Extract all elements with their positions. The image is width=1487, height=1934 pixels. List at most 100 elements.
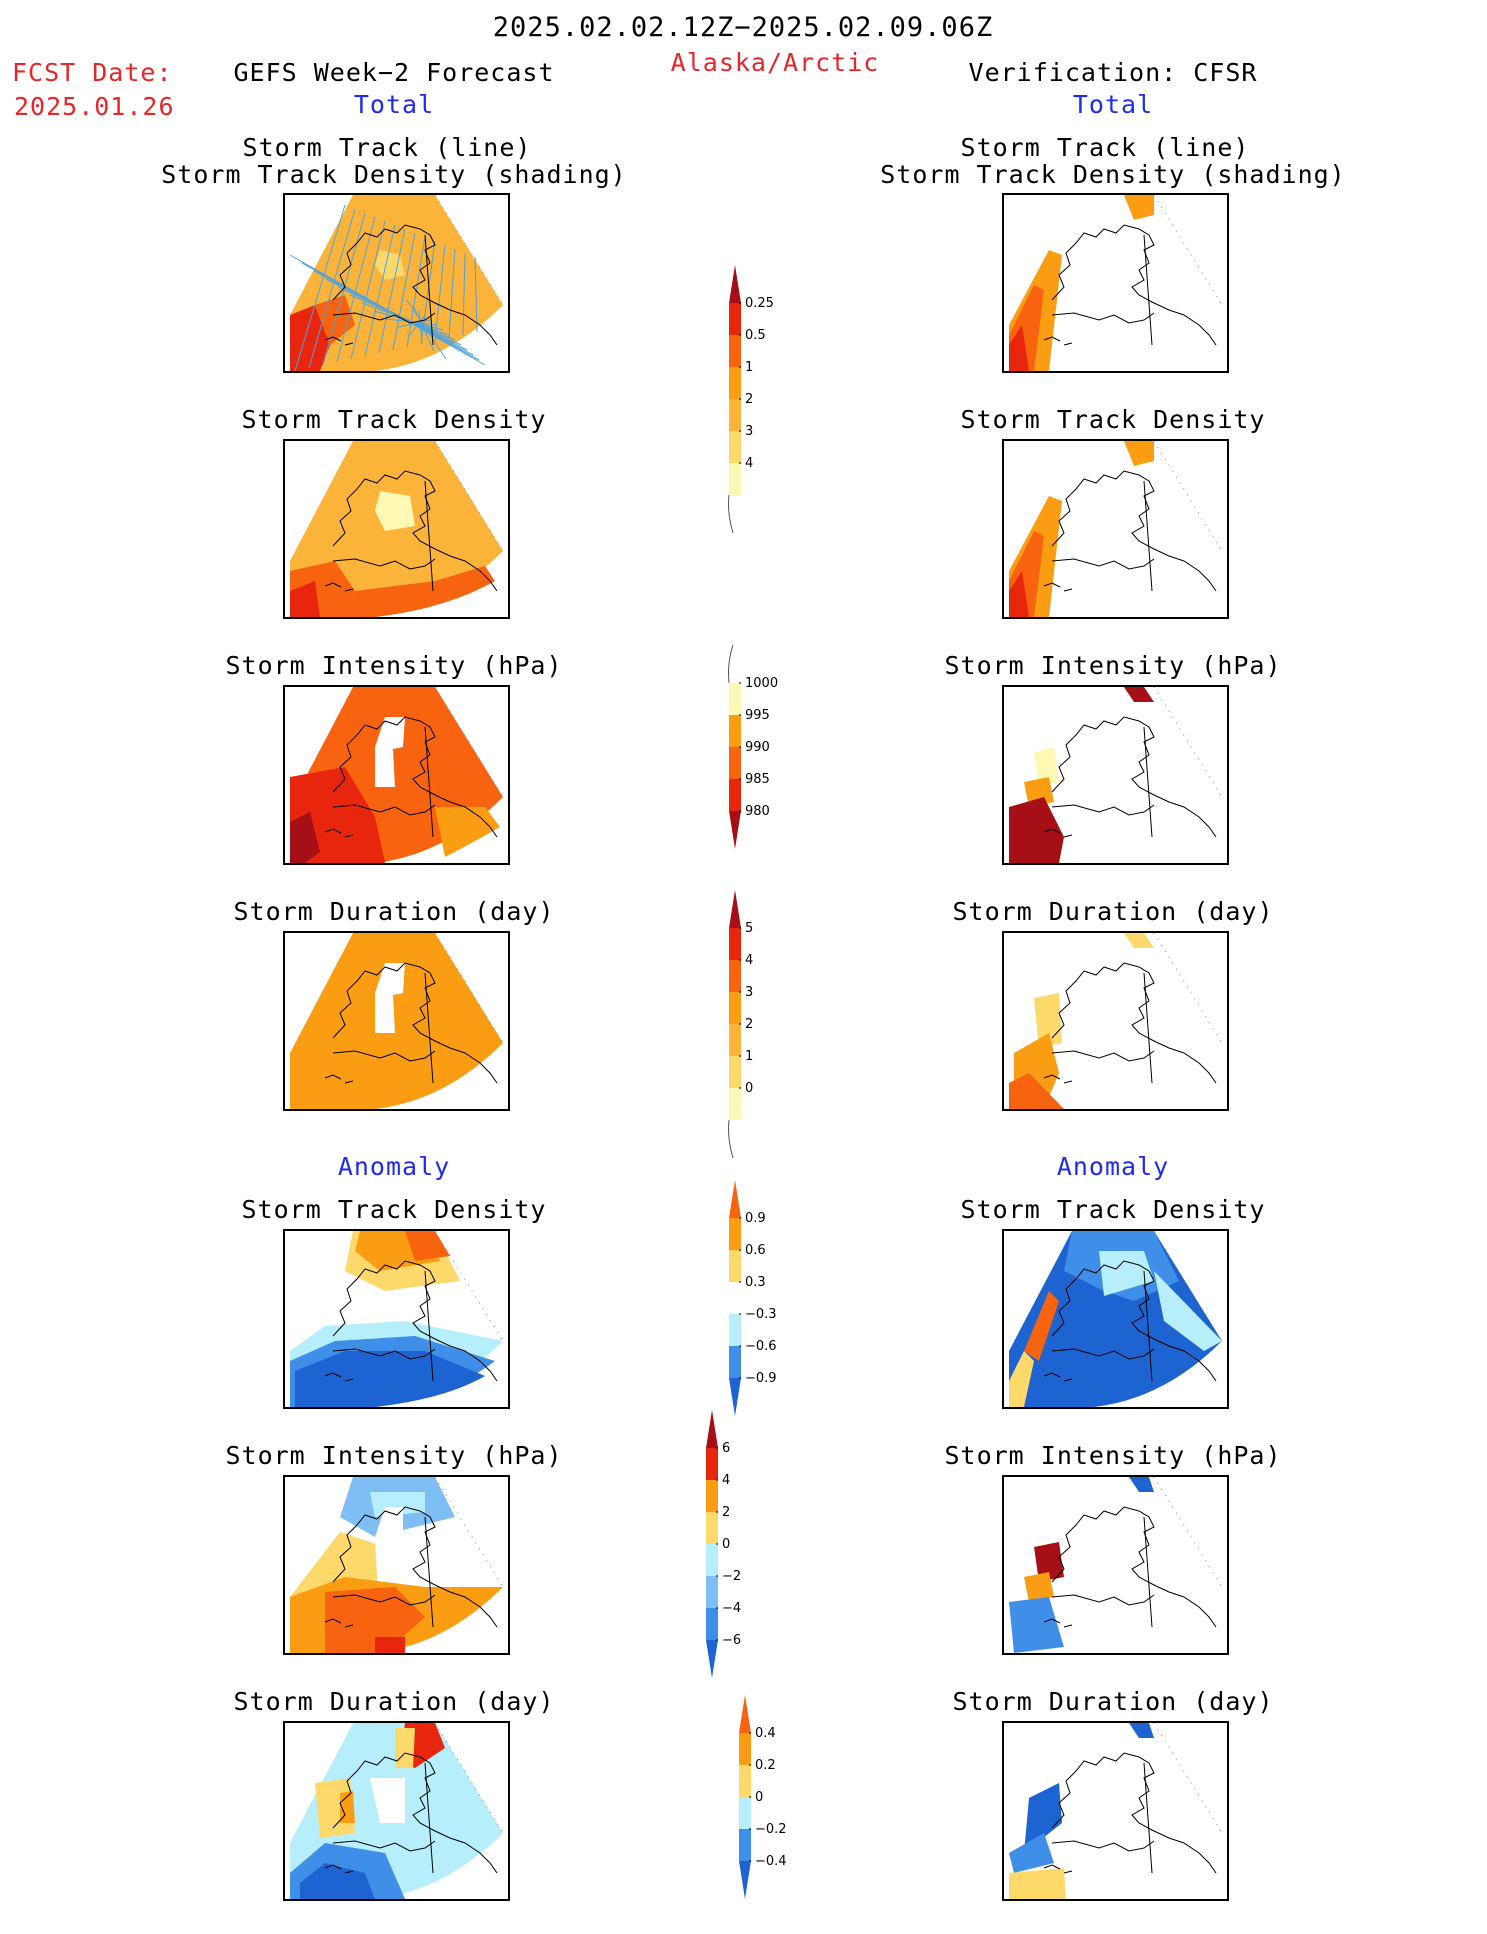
- map-right-anom-duration: [1002, 1721, 1229, 1901]
- map-region: [375, 963, 405, 1033]
- coastline-south: [1051, 558, 1155, 570]
- map-left-anom-intensity: [283, 1475, 510, 1655]
- colorbar-segment: [729, 779, 741, 811]
- colorbar-segment: [729, 463, 741, 495]
- colorbar-tick-label: −2: [722, 1569, 741, 1584]
- title-right-anom-density: Storm Track Density: [960, 1195, 1266, 1224]
- border-line: [424, 972, 434, 1084]
- title-left-intensity: Storm Intensity (hPa): [225, 651, 563, 680]
- storm-track: [412, 304, 435, 352]
- map-region: [325, 1587, 425, 1653]
- border-line: [1143, 726, 1153, 838]
- map-region: [1124, 441, 1154, 466]
- map-region: [1024, 1291, 1059, 1361]
- storm-track: [406, 299, 447, 360]
- colorbar-tick-label: 0.9: [745, 1211, 766, 1226]
- map-right-intensity: [1002, 685, 1229, 865]
- map-region: [1009, 1868, 1066, 1899]
- colorbar-tick-label: −0.6: [745, 1339, 777, 1354]
- colorbar-bottom-arrow: [729, 811, 741, 849]
- left-total-label: Total: [353, 90, 435, 119]
- colorbar-segment: [729, 303, 741, 335]
- domain-edge: [1153, 1723, 1223, 1834]
- colorbar-segment: [706, 1544, 718, 1576]
- colorbar-tick-label: 4: [745, 953, 753, 968]
- colorbar-segment: [729, 335, 741, 367]
- title-left-anom-density: Storm Track Density: [241, 1195, 547, 1224]
- colorbar-segment: [729, 715, 741, 747]
- islands: [1043, 1618, 1073, 1628]
- map-region: [295, 1351, 485, 1407]
- storm-track: [397, 319, 432, 328]
- coastline-south: [1051, 312, 1155, 324]
- border-line: [424, 1762, 434, 1874]
- title-left-track-line: Storm Track (line): [242, 133, 532, 162]
- colorbar-top-arrow: [729, 1180, 741, 1218]
- fcst-date-value: 2025.01.26: [14, 92, 175, 121]
- storm-track: [418, 309, 423, 344]
- title-left-anom-intensity: Storm Intensity (hPa): [225, 1441, 563, 1470]
- coastline: [332, 470, 498, 592]
- border-line: [424, 1270, 434, 1382]
- map-region: [1009, 1073, 1064, 1109]
- coastline-south: [1051, 1594, 1155, 1606]
- domain-edge: [434, 687, 504, 798]
- colorbar-tick-label: −0.2: [755, 1822, 787, 1837]
- map-region: [1009, 571, 1029, 617]
- colorbar-total-intensity: 1000 995 990 985 980: [723, 644, 813, 899]
- map-region: [1034, 1542, 1064, 1582]
- colorbar-tick-label: 5: [745, 921, 753, 936]
- storm-track: [448, 248, 456, 339]
- islands: [324, 1372, 354, 1382]
- map-region: [290, 812, 320, 863]
- domain-edge: [434, 1723, 504, 1834]
- border-line: [1143, 1270, 1153, 1382]
- title-right-intensity: Storm Intensity (hPa): [944, 651, 1282, 680]
- title-right-density: Storm Track Density: [960, 405, 1266, 434]
- colorbar-segment: [729, 367, 741, 399]
- domain-edge: [1153, 933, 1223, 1044]
- map-region: [1124, 687, 1154, 702]
- coastline: [1051, 716, 1217, 838]
- domain-edge: [1153, 687, 1223, 798]
- region-title: Alaska/Arctic: [670, 48, 880, 77]
- colorbar-segment: [729, 747, 741, 779]
- islands: [1043, 1372, 1073, 1382]
- coastline-south: [332, 804, 436, 816]
- colorbar-bottom-arrow: [706, 1640, 718, 1678]
- colorbar-top-arrow: [706, 1410, 718, 1448]
- date-range-title: 2025.02.02.12Z−2025.02.09.06Z: [492, 12, 994, 43]
- map-region: [395, 1728, 415, 1768]
- right-anomaly-label: Anomaly: [1056, 1152, 1170, 1181]
- domain-edge: [434, 441, 504, 552]
- map-region: [1124, 195, 1154, 220]
- title-right-track-shading: Storm Track Density (shading): [880, 160, 1346, 189]
- islands: [324, 336, 354, 346]
- colorbar-top-line: [728, 644, 734, 684]
- colorbar-tick-label: 4: [722, 1473, 730, 1488]
- left-column-title: GEFS Week−2 Forecast: [233, 58, 555, 87]
- colorbar-tick-label: 0: [755, 1790, 763, 1805]
- coastline-south: [332, 1840, 436, 1852]
- colorbar-tick-label: 2: [722, 1505, 730, 1520]
- colorbar-tick-label: −6: [722, 1633, 741, 1648]
- map-region: [1034, 747, 1059, 787]
- islands: [324, 582, 354, 592]
- colorbar-tick-label: 1: [745, 360, 753, 375]
- map-right-anom-intensity: [1002, 1475, 1229, 1655]
- right-total-label: Total: [1072, 90, 1154, 119]
- storm-track: [462, 252, 466, 336]
- map-region: [375, 250, 405, 280]
- title-left-duration: Storm Duration (day): [233, 897, 555, 926]
- coastline-south: [1051, 1348, 1155, 1360]
- coastline-south: [332, 1348, 436, 1360]
- colorbar-tick-label: 3: [745, 424, 753, 439]
- storm-track: [294, 204, 346, 371]
- colorbar-segment: [729, 1218, 741, 1250]
- coastline-south: [1051, 1840, 1155, 1852]
- map-region: [375, 1637, 405, 1653]
- title-left-density: Storm Track Density: [241, 405, 547, 434]
- islands: [1043, 1074, 1073, 1084]
- islands: [1043, 336, 1073, 346]
- colorbar-segment: [706, 1576, 718, 1608]
